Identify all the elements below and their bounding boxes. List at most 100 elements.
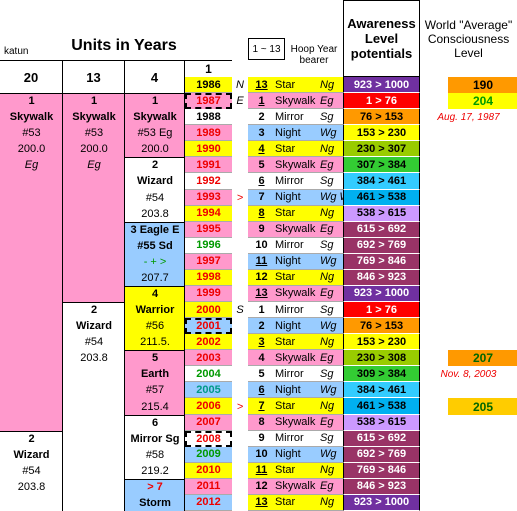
year: 2010 [185, 462, 232, 479]
bearer-code: Ng [320, 205, 343, 222]
bearer-name: Night [275, 318, 320, 335]
year: 1996 [185, 237, 232, 254]
year: 2012 [185, 494, 232, 511]
bearer-code: Wg [320, 253, 343, 270]
block-line: Skywalk [72, 111, 116, 124]
level: 615 > 692 [343, 221, 420, 238]
year-number: 5 [248, 366, 275, 383]
year-number: 7 [248, 398, 275, 415]
bearer-code: Ng [320, 269, 343, 286]
block-line: #57 [145, 384, 165, 397]
block-line: 207.7 [141, 271, 169, 284]
dir: S [232, 302, 248, 319]
block-line: 200.0 [141, 143, 169, 156]
block-line: 203.8 [141, 207, 169, 220]
year: 2000 [185, 302, 232, 319]
year: 1997 [185, 253, 232, 270]
world-level: 190 [448, 77, 517, 94]
year-number: 3 [248, 125, 275, 142]
bearer-code: Eg [320, 350, 343, 367]
block-line: 2 [151, 159, 159, 172]
bearer-name: Night [275, 382, 320, 399]
dir [232, 430, 248, 447]
year-number: 5 [248, 157, 275, 174]
world-level: Aug. 17, 1987 [437, 111, 500, 123]
year: 1999 [185, 285, 232, 303]
block [125, 478, 185, 511]
bearer-code: Sg [320, 237, 343, 254]
level: 307 > 384 [343, 157, 420, 174]
level: 923 > 1000 [343, 494, 420, 511]
col-head: 20 [0, 60, 63, 94]
col-head: 1 [185, 60, 232, 77]
block [125, 350, 185, 415]
block [125, 414, 185, 479]
bearer-code: Ng [320, 77, 343, 94]
year-number: 13 [248, 77, 275, 94]
bearer-code: Eg [320, 221, 343, 238]
level: 384 > 461 [343, 382, 420, 399]
block-line: #54 [22, 464, 41, 477]
dir [232, 366, 248, 383]
block-line: 200.0 [17, 143, 46, 156]
year-number: 6 [248, 382, 275, 399]
year: 2009 [185, 446, 232, 463]
dir [232, 269, 248, 286]
level: 846 > 923 [343, 478, 420, 495]
year: 1989 [185, 125, 232, 142]
block-line: Wizard [137, 175, 173, 188]
level: 692 > 769 [343, 237, 420, 254]
level: 153 > 230 [343, 334, 420, 351]
bearer-name: Night [275, 125, 320, 142]
year-number: 8 [248, 205, 275, 222]
bearer-code: Ng [320, 398, 343, 415]
block-line: 1 [151, 95, 159, 108]
block-line: Storm [139, 496, 171, 509]
bearer-code: Ng [320, 462, 343, 479]
year: 2008 [185, 430, 232, 447]
year-number: 12 [248, 269, 275, 286]
bearer-name: Star [275, 494, 320, 511]
block-line: #54 [84, 336, 104, 349]
bearer-name: Night [275, 253, 320, 270]
year-number: 10 [248, 446, 275, 463]
block-line: #55 Sd [137, 239, 173, 252]
block-line: Wizard [13, 448, 50, 461]
year: 1993 [185, 189, 232, 206]
block-line: 211.5. [140, 336, 170, 349]
bearer-code: Eg [320, 478, 343, 495]
block-line: 3 Eagle E [130, 223, 180, 236]
year: 1986 [185, 77, 232, 94]
block-line: Skywalk [9, 111, 54, 124]
dir [232, 141, 248, 158]
year-number: 8 [248, 414, 275, 431]
dir [232, 334, 248, 351]
year-number: 11 [248, 253, 275, 270]
year: 1992 [185, 173, 232, 190]
year: 1994 [185, 205, 232, 222]
year-number: 13 [248, 494, 275, 511]
bearer-name: Star [275, 205, 320, 222]
year-number: 1 [248, 302, 275, 319]
world-level: Nov. 8, 2003 [440, 368, 497, 380]
bearer-name: Skywalk [275, 285, 320, 303]
block [125, 93, 185, 158]
bearer-code: Ng [320, 334, 343, 351]
year: 2002 [185, 334, 232, 351]
block [63, 93, 125, 303]
block-line: Eg [87, 159, 101, 172]
dir [232, 125, 248, 142]
bearer-name: Skywalk [275, 414, 320, 431]
col-head: 13 [63, 60, 125, 94]
world-head: World "Average" Consciousness Level [424, 17, 513, 60]
level: 538 > 615 [343, 414, 420, 431]
level: 230 > 308 [343, 350, 420, 367]
block-line: 2 [90, 304, 98, 317]
dir [232, 157, 248, 174]
block-line: 6 [151, 416, 159, 429]
dir [232, 221, 248, 238]
bearer-name: Mirror [275, 302, 320, 319]
bearer-name: Mirror [275, 237, 320, 254]
bearer-code: Ng [320, 494, 343, 511]
title: Units in Years [71, 37, 177, 54]
